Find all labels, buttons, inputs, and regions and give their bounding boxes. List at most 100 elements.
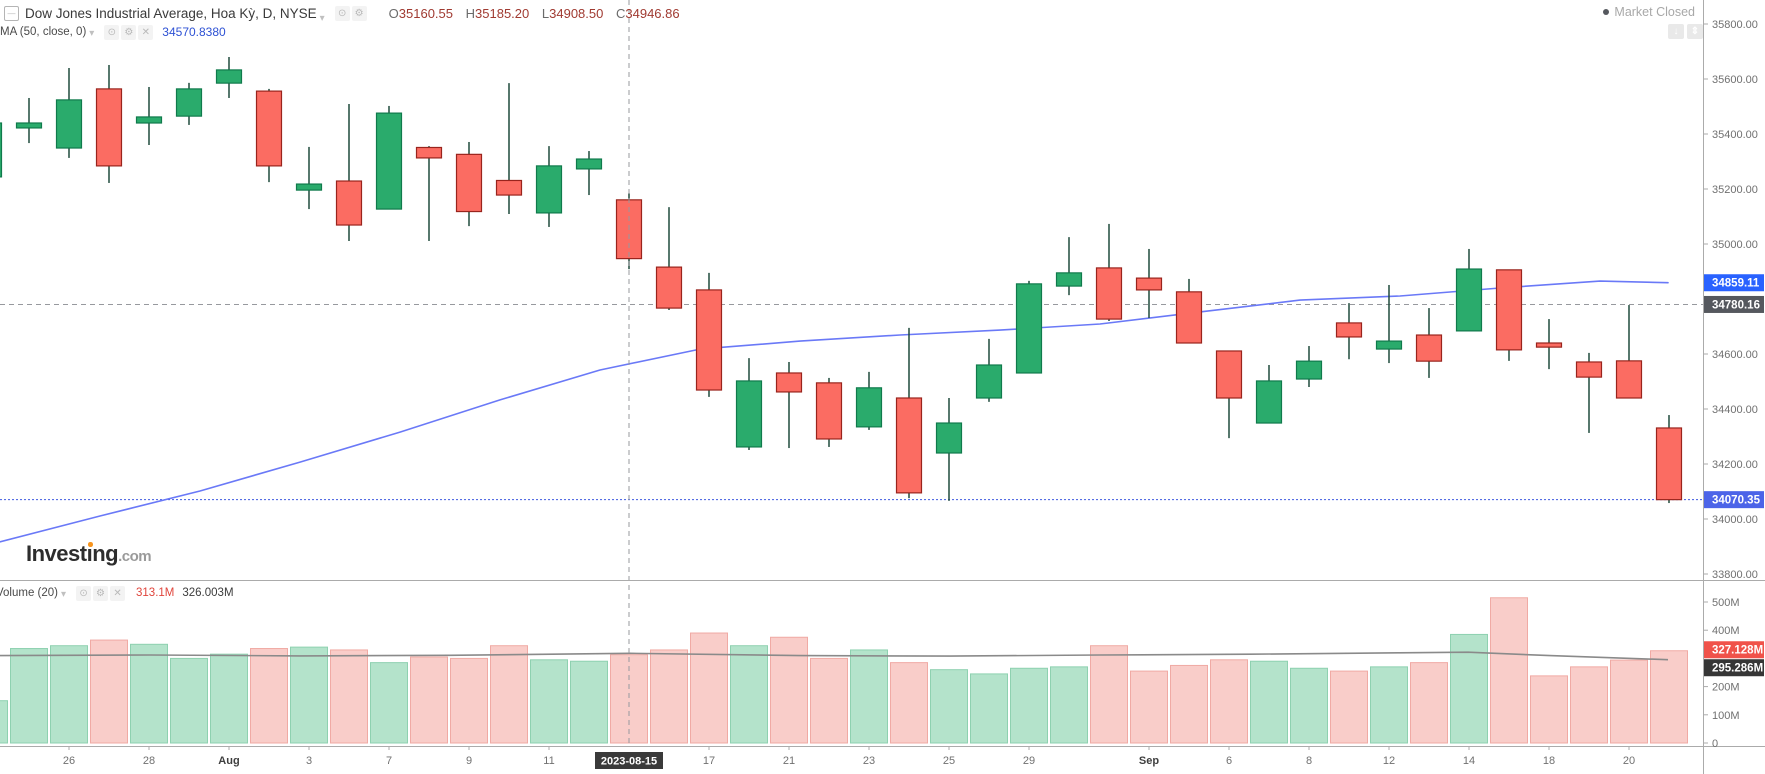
candle-sep-11 [1335, 303, 1363, 360]
auto-scale-icon[interactable]: ⇕ [1687, 24, 1703, 39]
candle-jul-27 [95, 64, 123, 183]
candle-body [1615, 360, 1643, 399]
volume-pane[interactable] [0, 597, 1688, 744]
chevron-down-icon[interactable] [320, 8, 332, 20]
visibility-icon[interactable]: ⊙ [104, 24, 120, 40]
date-tick-label: 17 [703, 755, 715, 767]
date-tick-label: 3 [306, 755, 312, 767]
volume-bar [0, 700, 8, 744]
investing-logo: Investıng.com [26, 541, 152, 567]
ma-indicator-label[interactable]: MA (50, close, 0) [0, 26, 87, 38]
main-price-pane[interactable] [0, 57, 1703, 543]
candle-body [1535, 342, 1563, 348]
candle-aug-1 [215, 57, 243, 98]
candle-body [575, 158, 603, 170]
candle-aug-16 [655, 207, 683, 310]
symbol-title[interactable]: Dow Jones Industrial Average, Hoa Kỳ, D,… [25, 5, 317, 21]
date-axis[interactable]: 26 28 Aug 3 7 9 11 17 21 23 25 29 Sep 6 8 12 14 18 20 [63, 746, 1635, 767]
price-tick-label: 34000.00 [1712, 514, 1758, 526]
crosshair-price-badge-text: 34780.16 [1712, 299, 1760, 311]
candle-body [1335, 322, 1363, 338]
candle-jul-28 [135, 86, 163, 145]
ma-price-badge-bg [1704, 274, 1764, 292]
candle-body [135, 116, 163, 124]
visibility-icon[interactable]: ⊙ [334, 5, 350, 21]
ohlc-values: O35160.55 H35185.20 L34908.50 C34946.86 [380, 6, 680, 21]
candle-jul-25 [15, 97, 43, 144]
candle-body [1455, 268, 1483, 332]
volume-value-badge-text: 327.128M [1712, 645, 1763, 657]
candle-body [895, 397, 923, 494]
price-tick-label: 34600.00 [1712, 349, 1758, 361]
legend-collapse-icon[interactable] [4, 5, 19, 21]
crosshair-date-badge: 2023-08-15 [595, 752, 663, 769]
close-icon[interactable]: ✕ [138, 24, 154, 40]
settings-icon[interactable]: ⚙ [121, 24, 137, 40]
price-axis[interactable]: 35800.00 35600.00 35400.00 35200.00 35000.00… [1703, 19, 1758, 750]
candlestick-series [0, 57, 1683, 504]
volume-bar [1570, 666, 1608, 744]
candle-body [55, 99, 83, 149]
settings-icon[interactable]: ⚙ [351, 5, 367, 21]
volume-bar [890, 662, 928, 744]
volume-legend: Volume (20) ⊙ ⚙ ✕ 313.1M 326.003M [0, 585, 234, 601]
candle-body [1655, 427, 1683, 501]
volume-bar [1050, 666, 1088, 744]
volume-bar [1130, 670, 1168, 744]
candle-aug-9 [455, 141, 483, 227]
candle-body [215, 69, 243, 84]
candle-sep-15 [1495, 269, 1523, 361]
candle-sep-14 [1455, 248, 1483, 332]
candle-body [15, 122, 43, 129]
candle-body [975, 364, 1003, 399]
candle-jul-24 [0, 122, 3, 178]
volume-bar [970, 673, 1008, 744]
candle-aug-23 [855, 371, 883, 430]
market-status-line: Market Closed [1603, 5, 1695, 19]
candle-body [815, 382, 843, 440]
volume-bar [1090, 645, 1128, 744]
candle-body [1375, 340, 1403, 350]
date-tick-label: 12 [1383, 755, 1395, 767]
chevron-down-icon[interactable] [61, 588, 73, 600]
date-tick-label: 21 [783, 755, 795, 767]
volume-bar [1210, 659, 1248, 744]
crosshair-date-badge-bg [595, 752, 663, 769]
volume-bar [130, 643, 168, 744]
date-tick-label: 20 [1623, 755, 1635, 767]
volume-bar [1290, 667, 1328, 744]
candle-body [415, 146, 443, 159]
candle-body [935, 422, 963, 454]
volume-ma-badge: 295.286M [1704, 659, 1764, 677]
market-status: Market Closed ↓ ⇕ [1603, 5, 1703, 39]
settings-icon[interactable]: ⚙ [93, 585, 109, 601]
price-tick-label: 35800.00 [1712, 19, 1758, 31]
market-status-text: Market Closed [1614, 5, 1695, 19]
volume-bar [1170, 664, 1208, 744]
date-tick-label: 29 [1023, 755, 1035, 767]
candle-sep-12 [1375, 284, 1403, 364]
candle-sep-18 [1535, 319, 1563, 370]
volume-bar [1410, 662, 1448, 744]
visibility-icon[interactable]: ⊙ [76, 585, 92, 601]
candle-body [0, 122, 3, 178]
candle-body [375, 112, 403, 210]
ma-indicator-value: 34570.8380 [162, 25, 226, 39]
close-icon[interactable]: ✕ [110, 585, 126, 601]
candle-aug-8 [415, 146, 443, 241]
scroll-down-icon[interactable]: ↓ [1668, 24, 1684, 39]
volume-indicator-label[interactable]: Volume (20) [0, 587, 59, 599]
volume-bar [330, 649, 368, 744]
candle-sep-5 [1175, 278, 1203, 344]
volume-bar [370, 662, 408, 744]
ma50-line [0, 280, 1669, 543]
investing-logo-text: Investıng [26, 541, 119, 566]
candle-aug-14 [575, 151, 603, 196]
candle-body [255, 90, 283, 167]
candle-body [1135, 277, 1163, 291]
chevron-down-icon[interactable] [89, 27, 101, 39]
date-tick-label: 25 [943, 755, 955, 767]
volume-tick-label: 200M [1712, 682, 1740, 694]
